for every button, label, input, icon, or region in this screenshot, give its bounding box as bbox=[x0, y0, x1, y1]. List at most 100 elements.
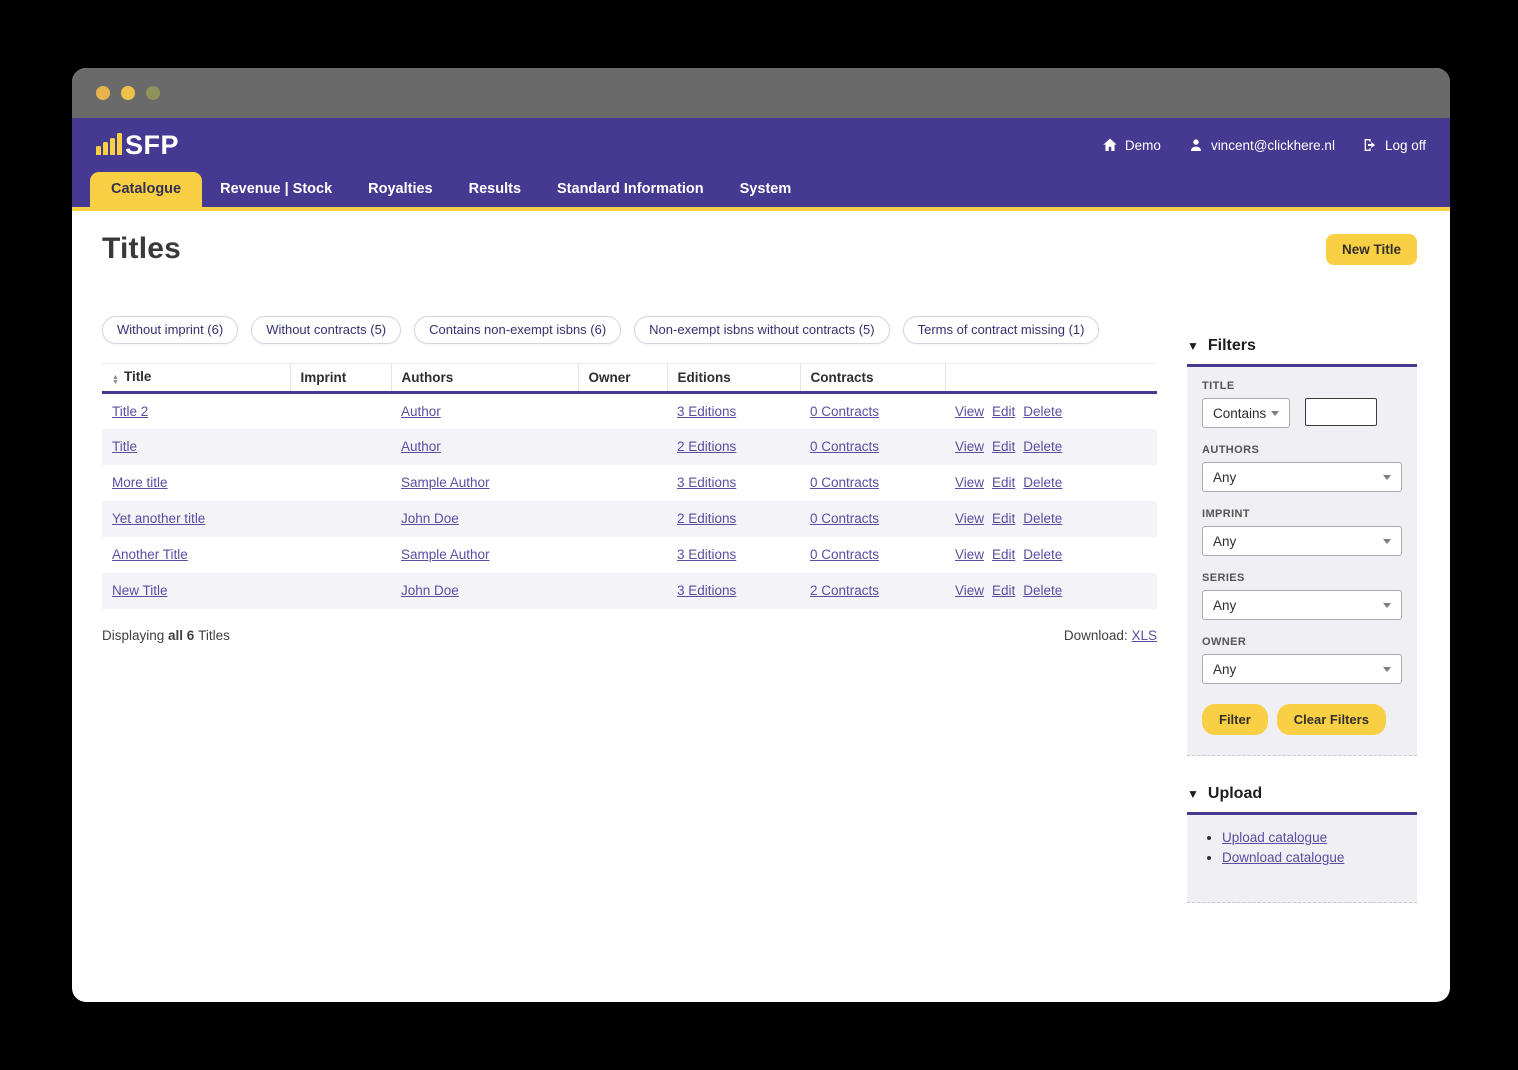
upload-catalogue-link[interactable]: Upload catalogue bbox=[1222, 830, 1328, 845]
delete-link[interactable]: Delete bbox=[1023, 547, 1063, 562]
app-header: SFP Demo vincent@clickhere.nl Log off Ca… bbox=[72, 118, 1450, 211]
editions-link[interactable]: 3 Editions bbox=[677, 403, 737, 419]
pill-terms-missing[interactable]: Terms of contract missing (1) bbox=[902, 316, 1100, 344]
title-filter-input[interactable] bbox=[1305, 398, 1377, 426]
title-link[interactable]: Title bbox=[112, 439, 138, 454]
editions-link[interactable]: 3 Editions bbox=[677, 583, 737, 598]
contracts-link[interactable]: 0 Contracts bbox=[810, 511, 880, 526]
nav-user-link[interactable]: vincent@clickhere.nl bbox=[1188, 137, 1335, 153]
contracts-link[interactable]: 2 Contracts bbox=[810, 583, 880, 598]
filters-section-header[interactable]: ▼ Filters bbox=[1187, 337, 1417, 367]
pill-non-exempt-isbns[interactable]: Contains non-exempt isbns (6) bbox=[414, 316, 622, 344]
list-item: Upload catalogue bbox=[1222, 830, 1402, 845]
filter-button[interactable]: Filter bbox=[1202, 704, 1268, 735]
edit-link[interactable]: Edit bbox=[992, 547, 1016, 562]
delete-link[interactable]: Delete bbox=[1023, 475, 1063, 490]
tab-revenue-stock[interactable]: Revenue | Stock bbox=[220, 181, 333, 197]
download-row: Download: XLS bbox=[1064, 628, 1157, 643]
chevron-down-icon bbox=[1383, 538, 1391, 544]
window-zoom-icon[interactable] bbox=[146, 86, 160, 100]
pill-without-imprint[interactable]: Without imprint (6) bbox=[102, 316, 239, 344]
collapse-triangle-icon: ▼ bbox=[1187, 787, 1199, 801]
title-filter-label: TITLE bbox=[1202, 380, 1235, 392]
editions-link[interactable]: 2 Editions bbox=[677, 511, 737, 526]
tab-royalties[interactable]: Royalties bbox=[368, 181, 433, 197]
author-link[interactable]: Sample Author bbox=[401, 475, 490, 490]
pill-non-exempt-without-contracts[interactable]: Non-exempt isbns without contracts (5) bbox=[634, 316, 890, 344]
edit-link[interactable]: Edit bbox=[992, 439, 1016, 454]
upload-section-header[interactable]: ▼ Upload bbox=[1187, 785, 1417, 815]
table-row: Yet another title John Doe 2 Editions 0 … bbox=[102, 500, 1157, 537]
owner-filter-select[interactable]: Any bbox=[1202, 654, 1402, 684]
clear-filters-button[interactable]: Clear Filters bbox=[1276, 704, 1386, 735]
edit-link[interactable]: Edit bbox=[992, 403, 1016, 419]
tab-standard-information[interactable]: Standard Information bbox=[557, 181, 704, 197]
delete-link[interactable]: Delete bbox=[1023, 511, 1063, 526]
contracts-link[interactable]: 0 Contracts bbox=[810, 547, 880, 562]
owner-cell bbox=[578, 537, 667, 573]
edit-link[interactable]: Edit bbox=[992, 475, 1016, 490]
results-summary: Displaying all 6 Titles bbox=[102, 627, 230, 643]
column-header-editions: Editions bbox=[666, 363, 800, 393]
filters-panel: TITLE Contains AUTHORS Any IMPRINT bbox=[1187, 367, 1417, 756]
owner-cell bbox=[578, 393, 667, 429]
tab-system[interactable]: System bbox=[739, 181, 792, 197]
app-logo[interactable]: SFP bbox=[96, 131, 179, 159]
bar-chart-icon bbox=[96, 132, 122, 155]
contracts-link[interactable]: 0 Contracts bbox=[810, 439, 880, 454]
delete-link[interactable]: Delete bbox=[1023, 583, 1063, 598]
view-link[interactable]: View bbox=[955, 547, 985, 562]
contracts-link[interactable]: 0 Contracts bbox=[810, 475, 880, 490]
title-link[interactable]: More title bbox=[112, 475, 168, 490]
title-link[interactable]: Another Title bbox=[112, 547, 188, 562]
window-close-icon[interactable] bbox=[96, 86, 110, 100]
author-link[interactable]: Author bbox=[401, 403, 441, 419]
delete-link[interactable]: Delete bbox=[1023, 403, 1063, 419]
edit-link[interactable]: Edit bbox=[992, 583, 1016, 598]
download-xls-link[interactable]: XLS bbox=[1131, 627, 1157, 643]
author-link[interactable]: John Doe bbox=[401, 583, 459, 598]
title-operator-select[interactable]: Contains bbox=[1202, 398, 1290, 428]
view-link[interactable]: View bbox=[955, 403, 985, 419]
author-link[interactable]: Author bbox=[401, 439, 441, 454]
series-filter-select[interactable]: Any bbox=[1202, 590, 1402, 620]
nav-demo-link[interactable]: Demo bbox=[1102, 137, 1161, 153]
view-link[interactable]: View bbox=[955, 511, 985, 526]
authors-filter-select[interactable]: Any bbox=[1202, 462, 1402, 492]
tab-results[interactable]: Results bbox=[468, 181, 522, 197]
edit-link[interactable]: Edit bbox=[992, 511, 1016, 526]
contracts-link[interactable]: 0 Contracts bbox=[810, 403, 880, 419]
app-window: SFP Demo vincent@clickhere.nl Log off Ca… bbox=[72, 68, 1450, 1002]
title-link[interactable]: Title 2 bbox=[112, 403, 149, 419]
editions-link[interactable]: 3 Editions bbox=[677, 475, 737, 490]
upload-panel: Upload catalogue Download catalogue bbox=[1187, 815, 1417, 903]
view-link[interactable]: View bbox=[955, 439, 985, 454]
author-link[interactable]: Sample Author bbox=[401, 547, 490, 562]
download-catalogue-link[interactable]: Download catalogue bbox=[1222, 850, 1345, 865]
table-row: Title 2 Author 3 Editions 0 Contracts Vi… bbox=[102, 393, 1157, 429]
imprint-cell bbox=[290, 393, 391, 429]
new-title-button[interactable]: New Title bbox=[1325, 233, 1417, 265]
view-link[interactable]: View bbox=[955, 583, 985, 598]
column-header-title[interactable]: ▲ ▼ Title bbox=[112, 369, 152, 386]
imprint-cell bbox=[290, 429, 391, 465]
delete-link[interactable]: Delete bbox=[1023, 439, 1063, 454]
main-nav-tabs: Catalogue Revenue | Stock Royalties Resu… bbox=[72, 172, 1450, 207]
nav-logoff-link[interactable]: Log off bbox=[1362, 137, 1426, 153]
view-link[interactable]: View bbox=[955, 475, 985, 490]
editions-link[interactable]: 2 Editions bbox=[677, 439, 737, 454]
imprint-filter-select[interactable]: Any bbox=[1202, 526, 1402, 556]
column-header-contracts: Contracts bbox=[799, 363, 945, 393]
title-link[interactable]: New Title bbox=[112, 583, 168, 598]
imprint-cell bbox=[290, 465, 391, 501]
window-minimize-icon[interactable] bbox=[121, 86, 135, 100]
pill-without-contracts[interactable]: Without contracts (5) bbox=[251, 316, 402, 344]
author-link[interactable]: John Doe bbox=[401, 511, 459, 526]
owner-filter-label: OWNER bbox=[1202, 636, 1247, 648]
page-title: Titles bbox=[102, 232, 182, 265]
title-link[interactable]: Yet another title bbox=[112, 511, 206, 526]
table-header-row: ▲ ▼ Title Imprint Authors Owner Editions C… bbox=[102, 363, 1157, 393]
table-row: Another Title Sample Author 3 Editions 0… bbox=[102, 537, 1157, 573]
tab-catalogue[interactable]: Catalogue bbox=[90, 172, 203, 207]
editions-link[interactable]: 3 Editions bbox=[677, 547, 737, 562]
